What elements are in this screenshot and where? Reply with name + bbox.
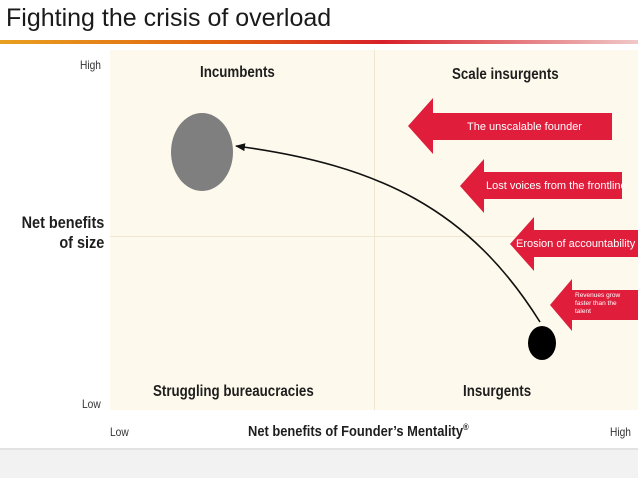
arrow-label-unscalable-founder: The unscalable founder — [467, 121, 582, 133]
x-axis-title-text: Net benefits of Founder’s Mentality — [248, 423, 464, 440]
footer-band — [0, 448, 638, 478]
x-axis-high-label: High — [610, 425, 631, 439]
y-axis-title: Net benefits of size — [21, 213, 104, 253]
quadrant-scale-insurgents: Scale insurgents — [452, 66, 559, 83]
arrow-erosion-accountability — [510, 217, 638, 271]
y-axis-title-line: Net benefits — [21, 213, 104, 232]
arrow-label-line: talent — [575, 308, 591, 315]
arrow-revenues-grow — [550, 279, 638, 331]
y-axis-high-label: High — [80, 58, 101, 72]
arrow-label-line: Revenues grow — [575, 292, 621, 299]
incumbent-oval — [171, 113, 233, 191]
x-axis-low-label: Low — [110, 425, 129, 439]
title-rule — [0, 40, 638, 44]
horizontal-divider — [110, 236, 638, 237]
arrow-label-revenues-grow: Revenues grow faster than the talent — [575, 292, 635, 316]
arrow-lost-voices — [460, 159, 622, 213]
arrow-label-erosion-accountability: Erosion of accountability — [516, 238, 636, 250]
quadrant-insurgents: Insurgents — [463, 383, 532, 400]
arrow-label-lost-voices: Lost voices from the frontline — [486, 180, 627, 192]
y-axis-low-label: Low — [82, 397, 101, 411]
registered-mark: ® — [463, 422, 469, 432]
x-axis-title: Net benefits of Founder’s Mentality® — [248, 422, 469, 440]
arrow-unscalable-founder — [408, 98, 612, 154]
insurgent-dot — [528, 326, 556, 360]
quadrant-struggling-bureaucracies: Struggling bureaucracies — [153, 383, 314, 400]
slide-title: Fighting the crisis of overload — [6, 4, 332, 32]
y-axis-title-line: of size — [59, 233, 104, 252]
trajectory-arrow — [235, 143, 541, 323]
vertical-divider — [374, 50, 375, 410]
quadrant-incumbents: Incumbents — [200, 64, 275, 81]
arrow-label-line: faster than the — [575, 300, 617, 307]
